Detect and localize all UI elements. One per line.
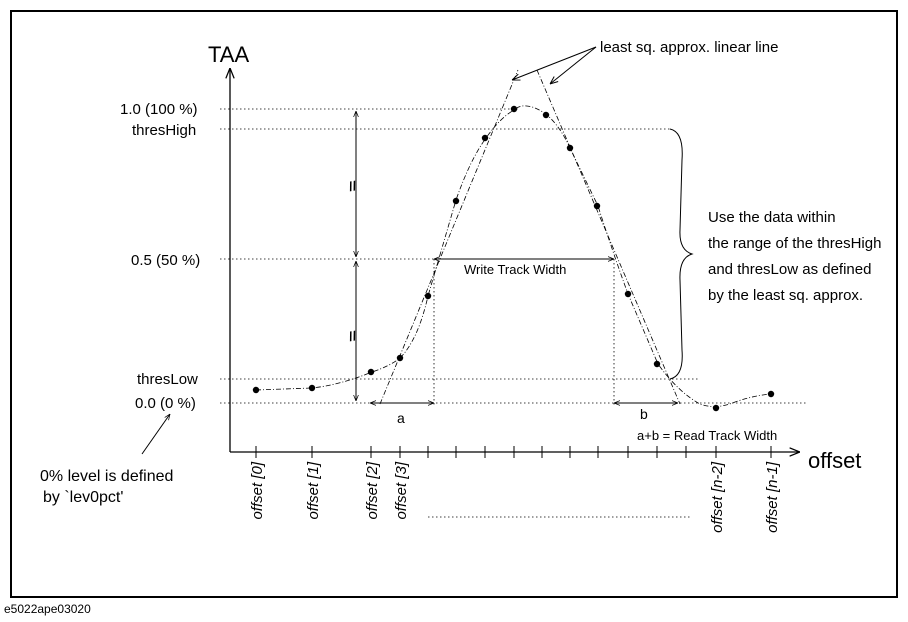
least-sq-label: least sq. approx. linear line [600, 39, 778, 56]
write-track-label: Write Track Width [464, 262, 566, 277]
label-half: 0.5 (50 %) [131, 252, 200, 269]
data-point [308, 384, 316, 392]
data-point [542, 111, 550, 119]
zero-note-pointer [141, 414, 170, 455]
a-label: a [397, 410, 405, 426]
offset-label-3: offset [3] [393, 461, 410, 519]
data-point [653, 360, 661, 368]
data-point [367, 368, 375, 376]
data-point [452, 197, 460, 205]
zero-note-2: by `lev0pct' [43, 489, 123, 506]
offset-label-0: offset [0] [249, 461, 266, 519]
zero-note-1: 0% level is defined [40, 468, 173, 485]
data-point [712, 404, 720, 412]
data-point [396, 354, 404, 362]
label-zero: 0.0 (0 %) [135, 395, 196, 412]
data-point [481, 134, 489, 142]
data-point [624, 290, 632, 298]
data-point [566, 144, 574, 152]
offset-label-2: offset [2] [364, 461, 381, 519]
read-track-label: a+b = Read Track Width [637, 428, 777, 443]
figure-id: e5022ape03020 [4, 602, 91, 616]
range-brace [669, 128, 694, 380]
b-label: b [640, 406, 648, 422]
ls-line-rising [379, 69, 519, 405]
least-sq-pointer-right [550, 46, 597, 84]
label-full: 1.0 (100 %) [120, 101, 198, 118]
use-data-note-4: by the least sq. approx. [708, 287, 863, 304]
data-point [424, 292, 432, 300]
break-mark-upper: // [348, 178, 358, 194]
offset-label-1: offset [1] [305, 461, 322, 519]
label-high: thresHigh [132, 122, 196, 139]
figure-frame [10, 10, 898, 598]
offset-label-n-2: offset [n-2] [709, 461, 726, 533]
x-axis-title: offset [808, 448, 861, 473]
data-point [252, 386, 260, 394]
use-data-note-3: and thresLow as defined [708, 261, 871, 278]
offset-label-n-1: offset [n-1] [764, 461, 781, 533]
label-low: thresLow [137, 371, 198, 388]
fitted-curve [255, 105, 771, 407]
data-point [510, 105, 518, 113]
data-point [767, 390, 775, 398]
y-axis-title: TAA [208, 42, 249, 67]
use-data-note-1: Use the data within [708, 209, 836, 226]
use-data-note-2: the range of the thresHigh [708, 235, 881, 252]
data-point [593, 202, 601, 210]
least-sq-pointer-left [512, 46, 597, 80]
break-mark-lower: // [348, 328, 358, 344]
